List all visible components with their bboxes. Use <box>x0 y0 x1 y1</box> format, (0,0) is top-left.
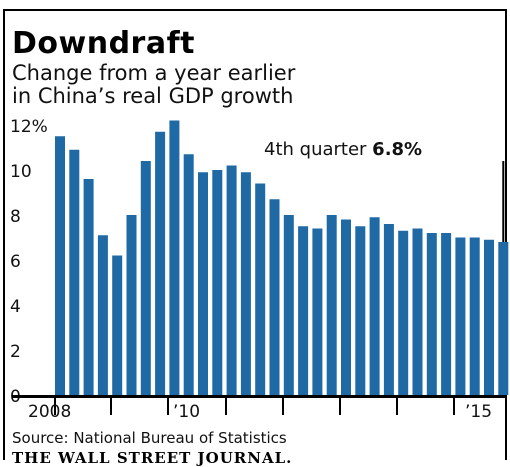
y-tick-label: 10 <box>10 162 32 182</box>
bar <box>441 233 452 395</box>
bar <box>269 199 280 395</box>
bar <box>383 224 394 395</box>
bar <box>298 226 309 395</box>
bar <box>398 230 409 395</box>
x-axis-ticks: 2008 ’10 ’15 <box>28 397 492 422</box>
y-tick-label: 6 <box>10 252 21 272</box>
publisher-logo: THE WALL STREET JOURNAL. <box>12 449 293 467</box>
bar <box>126 215 137 395</box>
bar <box>140 161 151 395</box>
y-axis-ticks: 024681012% <box>10 117 48 407</box>
y-tick-label: 8 <box>10 207 21 227</box>
chart-frame <box>3 9 507 460</box>
bar <box>198 172 208 395</box>
bar-series <box>55 120 509 395</box>
bar <box>426 233 437 395</box>
x-tick-label: ’10 <box>173 402 200 422</box>
annotation-value: 6.8% <box>372 139 422 160</box>
bar <box>455 237 466 395</box>
bar <box>240 172 251 395</box>
bar <box>155 131 166 395</box>
source-note: Source: National Bureau of Statistics <box>12 429 287 447</box>
bar <box>97 235 108 395</box>
x-tick-label: ’15 <box>465 402 492 422</box>
bar <box>83 179 94 395</box>
bar <box>212 170 223 395</box>
latest-quarter-annotation: 4th quarter 6.8% <box>264 139 505 242</box>
bar <box>469 237 480 395</box>
bar <box>169 120 180 395</box>
bar <box>112 255 123 395</box>
bar <box>484 239 494 395</box>
bar <box>69 149 80 395</box>
bar <box>255 183 266 395</box>
y-tick-label: 4 <box>10 297 21 317</box>
y-tick-label: 12% <box>10 117 48 137</box>
chart-title: Downdraft <box>12 26 195 61</box>
bar <box>355 226 366 395</box>
bar <box>55 136 65 395</box>
bar <box>341 219 351 395</box>
bar <box>312 228 323 395</box>
y-tick-label: 2 <box>10 342 21 362</box>
subtitle-line-1: Change from a year earlier <box>12 61 296 85</box>
bar <box>183 154 194 395</box>
x-tick-label: 2008 <box>28 402 71 422</box>
annotation-label: 4th quarter 6.8% <box>264 139 422 160</box>
bar <box>226 165 237 395</box>
bar <box>326 215 337 395</box>
bar <box>498 242 509 395</box>
bar <box>283 215 294 395</box>
chart-subtitle: Change from a year earlier in China’s re… <box>12 62 295 108</box>
subtitle-line-2: in China’s real GDP growth <box>12 84 294 108</box>
bar <box>369 217 380 395</box>
bar <box>412 228 423 395</box>
